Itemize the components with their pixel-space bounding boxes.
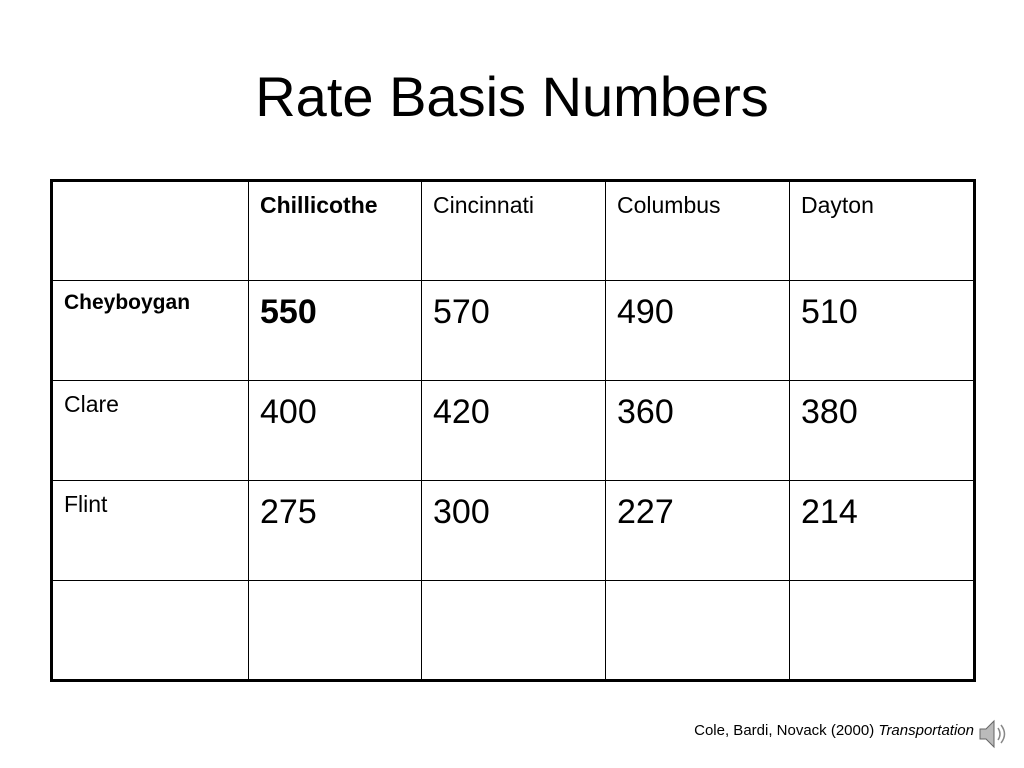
- data-row: Clare 400 420 360 380: [51, 380, 975, 481]
- empty-row: [51, 580, 975, 681]
- empty-cell: [51, 580, 249, 681]
- empty-cell: [248, 580, 422, 681]
- rate-cell: 400: [248, 380, 422, 481]
- speaker-icon[interactable]: [976, 716, 1008, 752]
- rate-cell: 275: [248, 480, 422, 581]
- data-row: Flint 275 300 227 214: [51, 480, 975, 581]
- citation-source: Transportation: [878, 722, 974, 739]
- column-header: Chillicothe: [248, 180, 422, 281]
- rate-cell: 380: [789, 380, 975, 481]
- rate-cell: 420: [421, 380, 606, 481]
- citation: Cole, Bardi, Novack (2000) Transportatio…: [694, 722, 974, 739]
- row-header: Clare: [51, 380, 249, 481]
- row-header: Flint: [51, 480, 249, 581]
- empty-cell: [605, 580, 790, 681]
- citation-text: Cole, Bardi, Novack (2000): [694, 722, 875, 739]
- rate-cell: 300: [421, 480, 606, 581]
- header-row: Chillicothe Cincinnati Columbus Dayton: [51, 180, 975, 281]
- slide-title: Rate Basis Numbers: [255, 65, 769, 128]
- empty-cell: [421, 580, 606, 681]
- rate-cell: 490: [605, 280, 790, 381]
- corner-cell: [51, 180, 249, 281]
- rate-cell: 570: [421, 280, 606, 381]
- rate-cell: 510: [789, 280, 975, 381]
- data-row: Cheyboygan 550 570 490 510: [51, 280, 975, 381]
- column-header: Cincinnati: [421, 180, 606, 281]
- rate-cell: 214: [789, 480, 975, 581]
- rate-cell: 550: [248, 280, 422, 381]
- column-header: Dayton: [789, 180, 975, 281]
- rate-table: Chillicothe Cincinnati Columbus Dayton C…: [50, 179, 976, 682]
- row-header: Cheyboygan: [51, 280, 249, 381]
- rate-cell: 360: [605, 380, 790, 481]
- rate-cell: 227: [605, 480, 790, 581]
- column-header: Columbus: [605, 180, 790, 281]
- empty-cell: [789, 580, 975, 681]
- table-body: Chillicothe Cincinnati Columbus Dayton C…: [51, 180, 975, 681]
